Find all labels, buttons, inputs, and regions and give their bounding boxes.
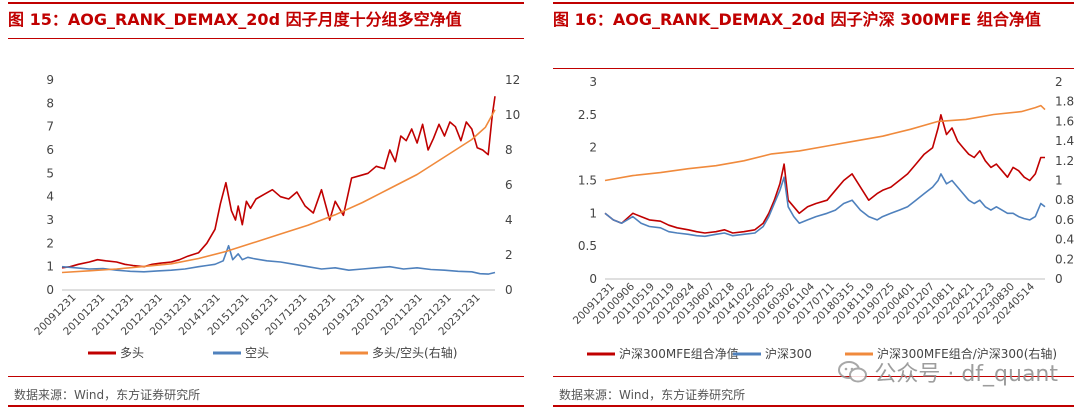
y-tick-label: 5 bbox=[46, 166, 54, 180]
y2-tick-label: 2 bbox=[1055, 75, 1063, 89]
y-tick-label: 0.5 bbox=[578, 239, 597, 253]
series-line bbox=[604, 104, 1046, 182]
y2-tick-label: 6 bbox=[505, 178, 513, 192]
y2-tick-label: 0.2 bbox=[1055, 252, 1074, 266]
y-tick-label: 3 bbox=[589, 75, 597, 89]
y2-tick-label: 0.8 bbox=[1055, 193, 1074, 207]
y-tick-label: 8 bbox=[46, 96, 54, 110]
y-tick-label: 1.5 bbox=[578, 174, 597, 188]
series-line bbox=[61, 96, 496, 269]
source-note-left: 数据来源：Wind，东方证券研究所 bbox=[14, 388, 201, 402]
y-tick-label: 9 bbox=[46, 73, 54, 87]
legend-label: 空头 bbox=[245, 346, 269, 360]
y2-tick-label: 1.4 bbox=[1055, 134, 1074, 148]
title-rule bbox=[8, 2, 524, 4]
y2-tick-label: 0.6 bbox=[1055, 213, 1074, 227]
source-rule bbox=[8, 376, 524, 377]
y2-tick-label: 1.8 bbox=[1055, 95, 1074, 109]
y-tick-label: 2 bbox=[589, 141, 597, 155]
y2-tick-label: 10 bbox=[505, 108, 520, 122]
y2-tick-label: 0.4 bbox=[1055, 233, 1074, 247]
title-underline bbox=[8, 38, 524, 39]
source-rule bbox=[553, 376, 1074, 377]
watermark: 公众号 · df_quant bbox=[838, 356, 1058, 388]
y2-tick-label: 0 bbox=[1055, 272, 1063, 286]
y-tick-label: 1 bbox=[46, 260, 54, 274]
series-line bbox=[604, 113, 1045, 234]
legend-label: 沪深300MFE组合/沪深300(右轴) bbox=[877, 346, 1057, 361]
chart-title-left: 图 15：AOG_RANK_DEMAX_20d 因子月度十分组多空净值 bbox=[8, 10, 462, 29]
legend-label: 多头/空头(右轴) bbox=[372, 345, 457, 360]
y2-tick-label: 2 bbox=[505, 248, 513, 262]
wechat-icon bbox=[838, 361, 868, 383]
chart-right: 0 0.5 1 1.5 2 2.5 3 0 0.2 0.4 0.6 0.8 1 1.2 1.4 1.6 1.8 2… bbox=[571, 75, 1074, 361]
title-underline bbox=[553, 68, 1074, 69]
series-line bbox=[604, 173, 1046, 238]
y-tick-label: 2 bbox=[46, 236, 54, 250]
y-tick-label: 0 bbox=[46, 283, 54, 297]
chart-panel-right: 图 16：AOG_RANK_DEMAX_20d 因子沪深 300MFE 组合净值… bbox=[545, 0, 1080, 412]
y-tick-label: 4 bbox=[46, 190, 54, 204]
y2-tick-label: 1.6 bbox=[1055, 114, 1074, 128]
watermark-text: 公众号 · df_quant bbox=[874, 362, 1058, 387]
y2-tick-label: 0 bbox=[505, 283, 513, 297]
chart-left: 0123456789024681012200912312010123120111… bbox=[32, 73, 520, 360]
legend-label: 沪深300MFE组合净值 bbox=[619, 346, 739, 361]
y2-tick-label: 4 bbox=[505, 213, 513, 227]
series-line bbox=[61, 244, 496, 275]
y-tick-label: 7 bbox=[46, 120, 54, 134]
y-tick-label: 6 bbox=[46, 143, 54, 157]
y-tick-label: 3 bbox=[46, 213, 54, 227]
legend-label: 多头 bbox=[120, 346, 144, 360]
y2-tick-label: 1.2 bbox=[1055, 154, 1074, 168]
y-tick-label: 1 bbox=[589, 206, 597, 220]
chart-title-right: 图 16：AOG_RANK_DEMAX_20d 因子沪深 300MFE 组合净值 bbox=[553, 10, 1041, 29]
series-line bbox=[61, 109, 496, 274]
legend-label: 沪深300 bbox=[765, 347, 812, 361]
bottom-rule bbox=[553, 405, 1074, 407]
y2-tick-label: 1 bbox=[1055, 174, 1063, 188]
y2-tick-label: 12 bbox=[505, 73, 520, 87]
y2-tick-label: 8 bbox=[505, 143, 513, 157]
title-rule bbox=[553, 2, 1074, 4]
y-tick-label: 2.5 bbox=[578, 108, 597, 122]
y-tick-label: 0 bbox=[589, 272, 597, 286]
bottom-rule bbox=[8, 405, 524, 407]
source-note-right: 数据来源：Wind，东方证券研究所 bbox=[559, 388, 746, 402]
